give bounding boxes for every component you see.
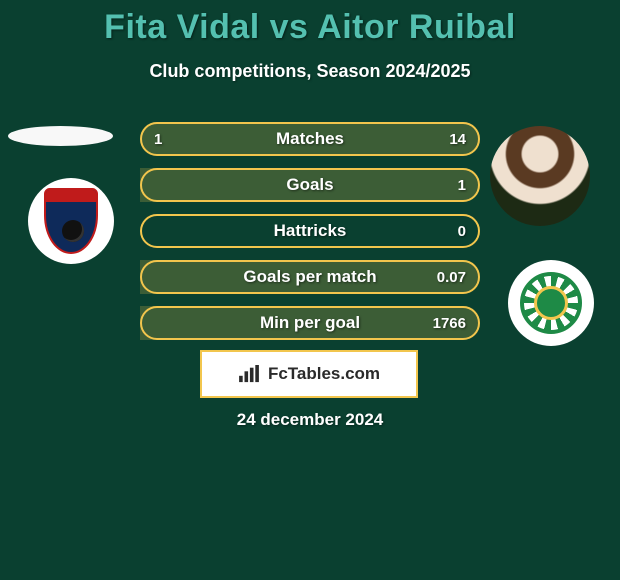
bars-icon (238, 365, 260, 383)
subtitle: Club competitions, Season 2024/2025 (0, 61, 620, 82)
stat-row: Matches1 14 (140, 122, 480, 156)
stat-row: Hattricks0 (140, 214, 480, 248)
value-right: 14 (449, 122, 466, 156)
stat-row: Min per goal1766 (140, 306, 480, 340)
club-left-badge (28, 178, 114, 264)
bar-label: Goals per match (140, 260, 480, 294)
player-left-avatar (8, 126, 113, 146)
bar-label: Min per goal (140, 306, 480, 340)
value-left: 1 (154, 122, 162, 156)
huesca-shield-icon (44, 188, 98, 254)
value-right: 0 (458, 214, 466, 248)
value-right: 1766 (433, 306, 466, 340)
brand-text: FcTables.com (268, 364, 380, 384)
title: Fita Vidal vs Aitor Ruibal (0, 0, 620, 47)
comparison-bars: Matches114Goals1Hattricks0Goals per matc… (140, 122, 480, 352)
bar-label: Matches (140, 122, 480, 156)
value-right: 0.07 (437, 260, 466, 294)
bar-label: Goals (140, 168, 480, 202)
stat-row: Goals per match0.07 (140, 260, 480, 294)
date: 24 december 2024 (0, 410, 620, 430)
player-right-avatar (490, 126, 590, 226)
club-right-badge (508, 260, 594, 346)
value-right: 1 (458, 168, 466, 202)
bar-label: Hattricks (140, 214, 480, 248)
betis-badge-icon (520, 272, 582, 334)
stat-row: Goals1 (140, 168, 480, 202)
brand-box: FcTables.com (200, 350, 418, 398)
